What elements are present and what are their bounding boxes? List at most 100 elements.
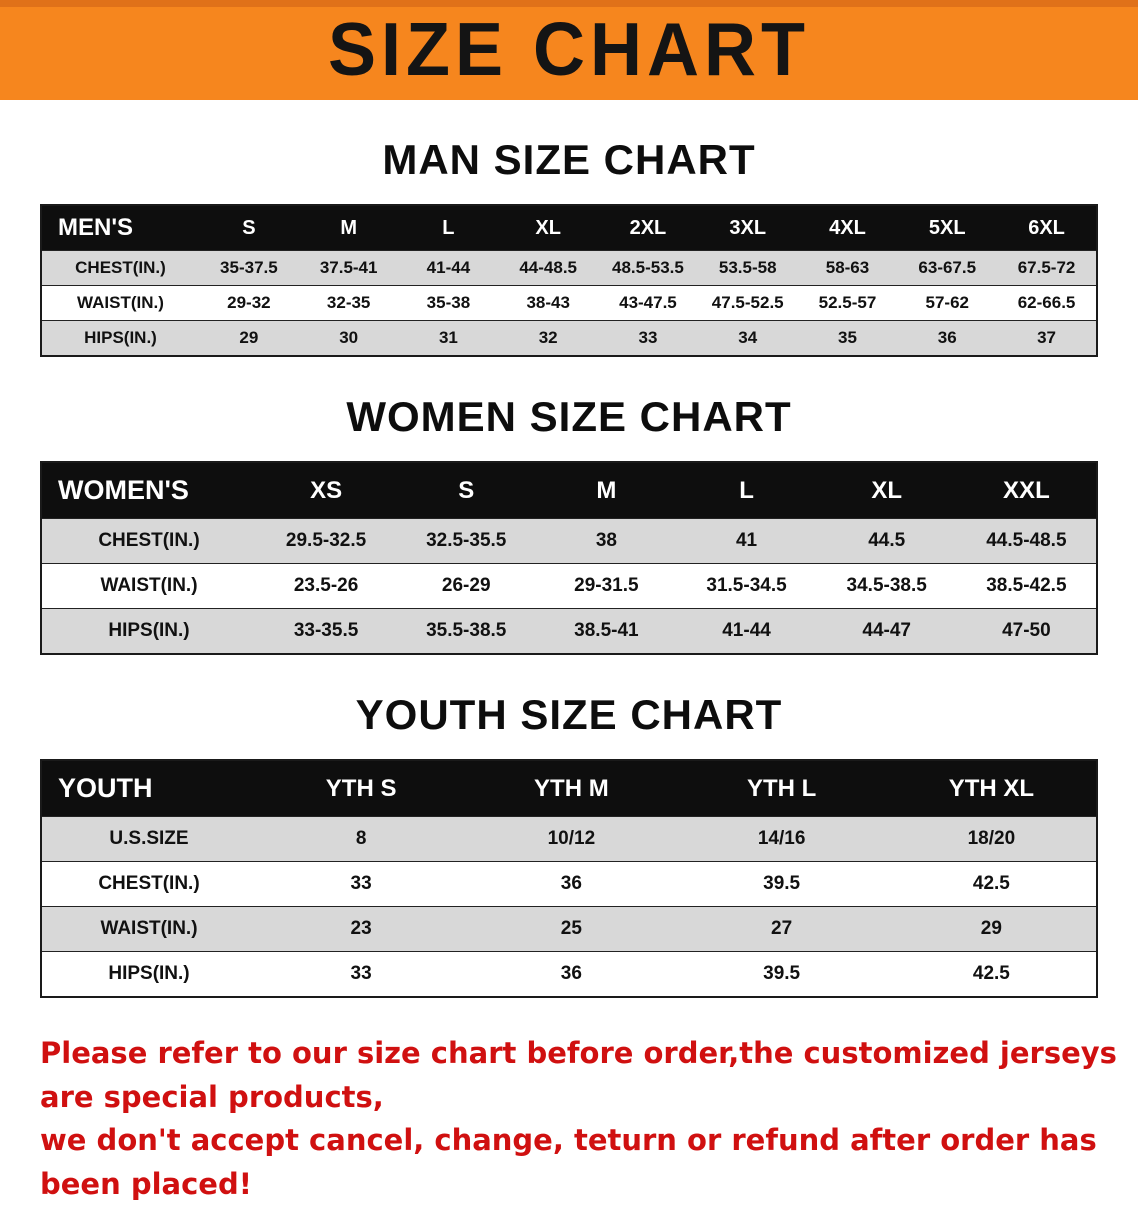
size-value-cell: 34 <box>697 320 798 356</box>
size-value-cell: 47.5-52.5 <box>697 285 798 321</box>
size-value-cell: 35-37.5 <box>199 250 299 286</box>
size-column-header: XL <box>816 462 957 519</box>
size-value-cell: 35 <box>797 320 898 356</box>
size-value-cell: 36 <box>466 951 677 997</box>
table-row: HIPS(IN.) 29 30 31 32 33 34 35 36 37 <box>41 320 1097 356</box>
size-value-cell: 37.5-41 <box>298 250 399 286</box>
disclaimer-text: Please refer to our size chart before or… <box>40 1032 1138 1206</box>
size-value-cell: 29 <box>199 320 299 356</box>
size-value-cell: 43-47.5 <box>598 285 698 321</box>
size-value-cell: 42.5 <box>886 951 1097 997</box>
size-value-cell: 33 <box>598 320 698 356</box>
size-value-cell: 38-43 <box>498 285 599 321</box>
table-corner-label: YOUTH <box>41 760 256 817</box>
table-corner-label: WOMEN'S <box>41 462 256 519</box>
measurement-row-label: WAIST(IN.) <box>41 906 256 952</box>
size-value-cell: 30 <box>298 320 399 356</box>
men-size-table: MEN'S S M L XL 2XL 3XL 4XL 5XL 6XL CHEST(IN.) 35-3… <box>40 204 1098 357</box>
women-section-heading: WOMEN SIZE CHART <box>346 393 792 440</box>
table-row: HIPS(IN.) 33-35.5 35.5-38.5 38.5-41 41-44 44-… <box>41 608 1097 654</box>
size-column-header: 2XL <box>598 205 698 251</box>
table-row: WAIST(IN.) 29-32 32-35 35-38 38-43 43-47.5 47.… <box>41 285 1097 321</box>
table-row: U.S.SIZE 8 10/12 14/16 18/20 <box>41 816 1097 862</box>
size-value-cell: 31 <box>398 320 499 356</box>
size-value-cell: 29.5-32.5 <box>256 518 397 564</box>
size-value-cell: 29-31.5 <box>536 563 677 609</box>
size-value-cell: 32-35 <box>298 285 399 321</box>
size-column-header: XS <box>256 462 397 519</box>
size-value-cell: 52.5-57 <box>797 285 898 321</box>
measurement-row-label: CHEST(IN.) <box>41 518 256 564</box>
size-value-cell: 44.5 <box>816 518 957 564</box>
size-chart-banner: SIZE CHART <box>0 0 1138 100</box>
size-value-cell: 48.5-53.5 <box>598 250 698 286</box>
size-value-cell: 53.5-58 <box>697 250 798 286</box>
table-row: CHEST(IN.) 33 36 39.5 42.5 <box>41 861 1097 907</box>
table-corner-label: MEN'S <box>41 205 199 251</box>
size-value-cell: 67.5-72 <box>997 250 1097 286</box>
size-value-cell: 41-44 <box>398 250 499 286</box>
size-value-cell: 36 <box>897 320 998 356</box>
size-value-cell: 27 <box>676 906 887 952</box>
size-column-header: S <box>199 205 299 251</box>
youth-table-body: U.S.SIZE 8 10/12 14/16 18/20 CHEST(IN.) 33 36 39… <box>41 816 1097 997</box>
size-value-cell: 32.5-35.5 <box>396 518 537 564</box>
size-value-cell: 29-32 <box>199 285 299 321</box>
size-value-cell: 44-48.5 <box>498 250 599 286</box>
size-value-cell: 8 <box>256 816 467 862</box>
size-value-cell: 33 <box>256 861 467 907</box>
table-row: HIPS(IN.) 33 36 39.5 42.5 <box>41 951 1097 997</box>
size-value-cell: 63-67.5 <box>897 250 998 286</box>
size-value-cell: 29 <box>886 906 1097 952</box>
size-column-header: M <box>298 205 399 251</box>
size-value-cell: 47-50 <box>956 608 1097 654</box>
size-column-header: YTH L <box>676 760 887 817</box>
table-row: CHEST(IN.) 29.5-32.5 32.5-35.5 38 41 44.5 44.5… <box>41 518 1097 564</box>
page-title: SIZE CHART <box>328 8 810 92</box>
size-column-header: 4XL <box>797 205 898 251</box>
size-value-cell: 14/16 <box>676 816 887 862</box>
size-value-cell: 34.5-38.5 <box>816 563 957 609</box>
size-value-cell: 41-44 <box>676 608 817 654</box>
size-value-cell: 31.5-34.5 <box>676 563 817 609</box>
size-column-header: 3XL <box>697 205 798 251</box>
size-column-header: 5XL <box>897 205 998 251</box>
disclaimer-line-1: Please refer to our size chart before or… <box>40 1036 1117 1114</box>
women-table-body: CHEST(IN.) 29.5-32.5 32.5-35.5 38 41 44.5 44.5… <box>41 518 1097 654</box>
table-row: WAIST(IN.) 23 25 27 29 <box>41 906 1097 952</box>
size-value-cell: 38.5-41 <box>536 608 677 654</box>
size-column-header: 6XL <box>997 205 1097 251</box>
size-column-header: M <box>536 462 677 519</box>
men-section-heading: MAN SIZE CHART <box>382 136 756 183</box>
youth-size-section: YOUTH SIZE CHART YOUTH YTH S YTH M YTH L YTH… <box>0 691 1138 998</box>
size-value-cell: 42.5 <box>886 861 1097 907</box>
measurement-row-label: CHEST(IN.) <box>41 861 256 907</box>
size-value-cell: 39.5 <box>676 951 887 997</box>
size-value-cell: 38.5-42.5 <box>956 563 1097 609</box>
size-value-cell: 10/12 <box>466 816 677 862</box>
measurement-row-label: WAIST(IN.) <box>41 285 199 321</box>
size-value-cell: 33-35.5 <box>256 608 397 654</box>
table-row: CHEST(IN.) 35-37.5 37.5-41 41-44 44-48.5 48.5… <box>41 250 1097 286</box>
measurement-row-label: CHEST(IN.) <box>41 250 199 286</box>
size-column-header: YTH S <box>256 760 467 817</box>
table-row: WAIST(IN.) 23.5-26 26-29 29-31.5 31.5-34.5 34… <box>41 563 1097 609</box>
youth-size-table: YOUTH YTH S YTH M YTH L YTH XL U.S.SIZE 8 10/1… <box>40 759 1098 998</box>
size-value-cell: 41 <box>676 518 817 564</box>
size-value-cell: 44.5-48.5 <box>956 518 1097 564</box>
size-value-cell: 18/20 <box>886 816 1097 862</box>
women-size-section: WOMEN SIZE CHART WOMEN'S XS S M L XL XXL CHEST… <box>0 393 1138 655</box>
size-value-cell: 38 <box>536 518 677 564</box>
size-column-header: XL <box>498 205 599 251</box>
measurement-row-label: WAIST(IN.) <box>41 563 256 609</box>
size-value-cell: 44-47 <box>816 608 957 654</box>
men-table-header-row: MEN'S S M L XL 2XL 3XL 4XL 5XL 6XL <box>41 205 1097 251</box>
size-value-cell: 23.5-26 <box>256 563 397 609</box>
size-column-header: YTH XL <box>886 760 1097 817</box>
size-column-header: YTH M <box>466 760 677 817</box>
size-value-cell: 39.5 <box>676 861 887 907</box>
size-value-cell: 26-29 <box>396 563 537 609</box>
size-column-header: L <box>398 205 499 251</box>
size-value-cell: 32 <box>498 320 599 356</box>
measurement-row-label: HIPS(IN.) <box>41 320 199 356</box>
